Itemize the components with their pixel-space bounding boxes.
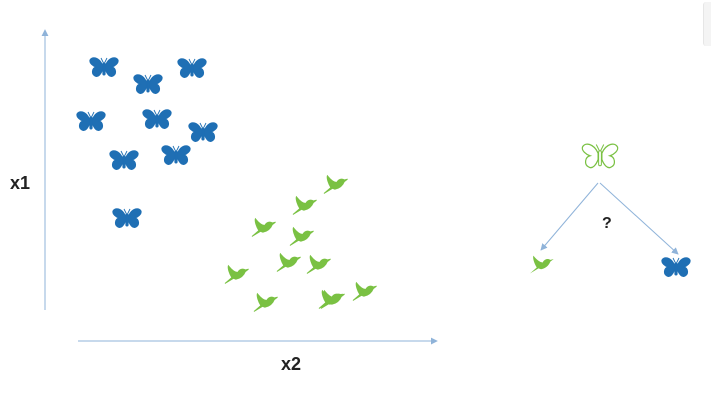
butterfly-icon	[188, 122, 218, 143]
right-branch-arrow	[599, 182, 679, 255]
butterfly-icon	[112, 208, 142, 229]
bird-icon	[251, 218, 276, 237]
bird-icon	[323, 175, 348, 194]
unknown-butterfly-outline-icon	[581, 143, 619, 169]
bird-cluster	[224, 175, 377, 312]
left-branch-arrow	[540, 182, 599, 251]
butterfly-icon	[133, 74, 163, 95]
bird-icon	[276, 253, 301, 272]
butterfly-icon	[177, 58, 207, 79]
bird-icon	[224, 265, 249, 284]
option-butterfly-icon	[661, 257, 691, 278]
question-mark: ?	[602, 215, 612, 232]
butterfly-icon	[89, 57, 119, 78]
bird-icon	[289, 227, 314, 246]
butterfly-icon	[142, 109, 172, 130]
butterfly-cluster	[76, 57, 218, 229]
y-axis-label: x1	[10, 173, 30, 193]
butterfly-icon	[161, 145, 191, 166]
butterfly-icon	[76, 111, 106, 132]
window-edge-tab	[703, 2, 711, 46]
bird-icon	[292, 196, 317, 215]
classifier-tree: ?	[529, 143, 691, 278]
bird-icon	[253, 293, 278, 312]
option-bird-icon	[529, 255, 554, 274]
bird-icon	[352, 282, 377, 301]
x-axis-label: x2	[281, 354, 301, 374]
butterfly-icon	[109, 150, 139, 171]
bird-icon	[306, 255, 331, 274]
